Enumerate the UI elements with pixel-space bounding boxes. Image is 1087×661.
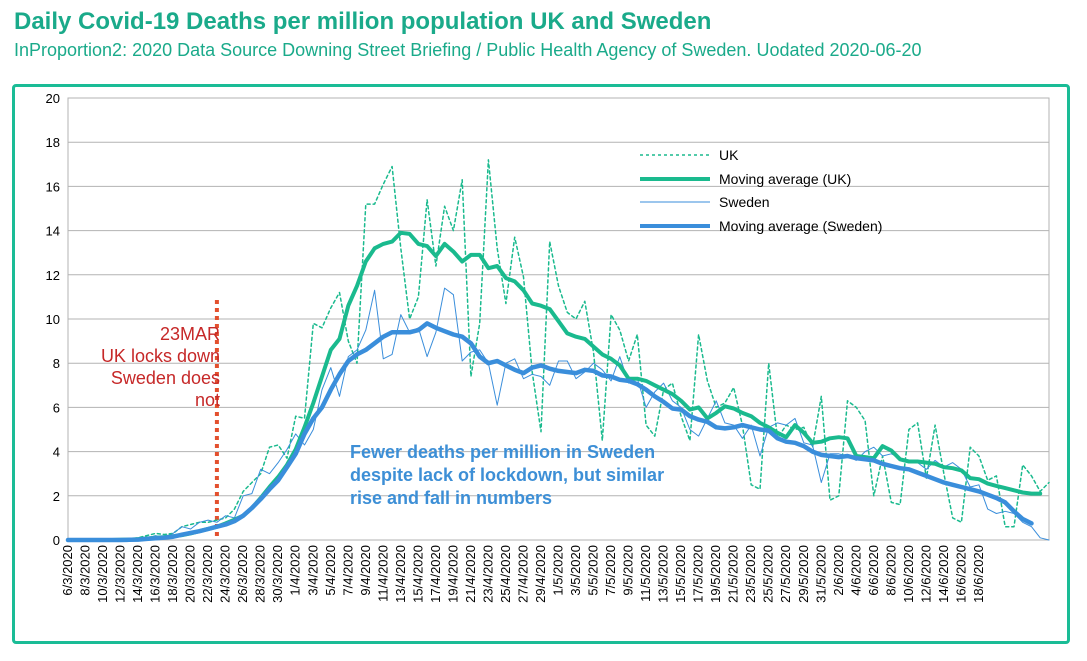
x-tick-label: 30/3/2020 <box>270 545 285 603</box>
note-annotation-line: rise and fall in numbers <box>350 488 552 508</box>
series-lines <box>65 159 1050 543</box>
y-tick-label: 4 <box>53 445 60 460</box>
x-tick-label: 19/4/2020 <box>445 545 460 603</box>
x-tick-label: 20/3/2020 <box>183 545 198 603</box>
x-tick-label: 25/4/2020 <box>498 545 513 603</box>
x-tick-label: 13/5/2020 <box>656 545 671 603</box>
lockdown-annotation-line: 23MAR <box>160 324 220 344</box>
x-tick-label: 27/4/2020 <box>515 545 530 603</box>
y-tick-label: 12 <box>46 268 60 283</box>
x-tick-label: 4/6/2020 <box>848 545 863 596</box>
legend-label-uk: UK <box>719 147 739 163</box>
x-tick-label: 12/6/2020 <box>918 545 933 603</box>
x-tick-label: 7/4/2020 <box>340 545 355 596</box>
lockdown-annotation: 23MAR UK locks down Sweden does not <box>101 324 220 410</box>
chart-subtitle: InProportion2: 2020 Data Source Downing … <box>14 40 922 60</box>
note-annotation-line: despite lack of lockdown, but similar <box>350 465 664 485</box>
x-tick-label: 21/4/2020 <box>463 545 478 603</box>
x-tick-label: 9/5/2020 <box>621 545 636 596</box>
lockdown-annotation-line: Sweden does <box>111 368 220 388</box>
x-tick-label: 8/3/2020 <box>78 545 93 596</box>
y-tick-label: 10 <box>46 312 60 327</box>
legend-label-uk-average: Moving average (UK) <box>719 171 851 187</box>
y-tick-label: 16 <box>46 179 60 194</box>
lockdown-annotation-line: UK locks down <box>101 346 220 366</box>
x-tick-label: 7/5/2020 <box>603 545 618 596</box>
x-tick-label: 25/5/2020 <box>761 545 776 603</box>
note-annotation-line: Fewer deaths per million in Sweden <box>350 442 655 462</box>
y-axis: 0 2 4 6 8 10 12 14 16 18 20 <box>46 91 60 548</box>
legend-label-sweden-average: Moving average (Sweden) <box>719 218 882 234</box>
x-tick-label: 24/3/2020 <box>218 545 233 603</box>
x-tick-label: 29/4/2020 <box>533 545 548 603</box>
x-tick-label: 23/5/2020 <box>743 545 758 603</box>
x-tick-label: 8/6/2020 <box>883 545 898 596</box>
sweden-moving-average-line <box>65 321 1034 543</box>
chart-title: Daily Covid-19 Deaths per million popula… <box>14 8 712 35</box>
chart-frame <box>12 84 1070 644</box>
x-tick-label: 12/3/2020 <box>113 545 128 603</box>
x-tick-label: 31/5/2020 <box>813 545 828 603</box>
sweden-line <box>67 287 1050 541</box>
x-tick-label: 17/4/2020 <box>428 545 443 603</box>
x-tick-label: 14/6/2020 <box>936 545 951 603</box>
y-tick-label: 8 <box>53 356 60 371</box>
x-tick-label: 16/3/2020 <box>148 545 163 603</box>
note-annotation: Fewer deaths per million in Sweden despi… <box>350 442 664 508</box>
uk-line <box>67 159 1050 541</box>
x-tick-label: 11/4/2020 <box>375 545 390 602</box>
x-tick-label: 13/4/2020 <box>393 545 408 603</box>
x-tick-label: 26/3/2020 <box>235 545 250 603</box>
x-tick-label: 22/3/2020 <box>200 545 215 603</box>
x-tick-label: 14/3/2020 <box>130 545 145 603</box>
x-tick-label: 15/4/2020 <box>410 545 425 603</box>
y-tick-label: 14 <box>46 224 60 239</box>
x-tick-label: 29/5/2020 <box>796 545 811 603</box>
x-tick-label: 15/5/2020 <box>673 545 688 603</box>
y-tick-label: 2 <box>53 489 60 504</box>
x-tick-label: 17/5/2020 <box>691 545 706 603</box>
x-tick-label: 16/6/2020 <box>953 545 968 603</box>
legend-label-sweden: Sweden <box>719 194 770 210</box>
x-tick-label: 6/6/2020 <box>866 545 881 596</box>
legend: UK Moving average (UK) Sweden Moving ave… <box>640 147 882 234</box>
x-tick-label: 5/4/2020 <box>323 545 338 596</box>
x-tick-label: 28/3/2020 <box>253 545 268 603</box>
x-tick-label: 10/3/2020 <box>95 545 110 603</box>
x-tick-label: 19/5/2020 <box>708 545 723 603</box>
x-tick-label: 5/5/2020 <box>586 545 601 596</box>
x-tick-label: 3/5/2020 <box>568 545 583 596</box>
x-tick-label: 1/5/2020 <box>551 545 566 596</box>
x-tick-label: 11/5/2020 <box>638 545 653 602</box>
y-tick-label: 20 <box>46 91 60 106</box>
y-tick-label: 6 <box>53 400 60 415</box>
x-tick-label: 6/3/2020 <box>60 545 75 596</box>
x-tick-label: 18/3/2020 <box>165 545 180 603</box>
lockdown-annotation-line: not <box>195 390 220 410</box>
x-tick-label: 18/6/2020 <box>971 545 986 603</box>
x-tick-label: 3/4/2020 <box>305 545 320 596</box>
y-tick-label: 18 <box>46 135 60 150</box>
x-tick-label: 10/6/2020 <box>901 545 916 603</box>
x-tick-label: 23/4/2020 <box>480 545 495 603</box>
x-tick-label: 1/4/2020 <box>288 545 303 596</box>
x-tick-label: 2/6/2020 <box>831 545 846 596</box>
y-tick-label: 0 <box>53 533 60 548</box>
x-axis: 6/3/2020 8/3/2020 10/3/2020 12/3/2020 14/3/2… <box>60 545 986 603</box>
x-tick-label: 9/4/2020 <box>358 545 373 596</box>
x-tick-label: 27/5/2020 <box>778 545 793 603</box>
x-tick-label: 21/5/2020 <box>726 545 741 603</box>
